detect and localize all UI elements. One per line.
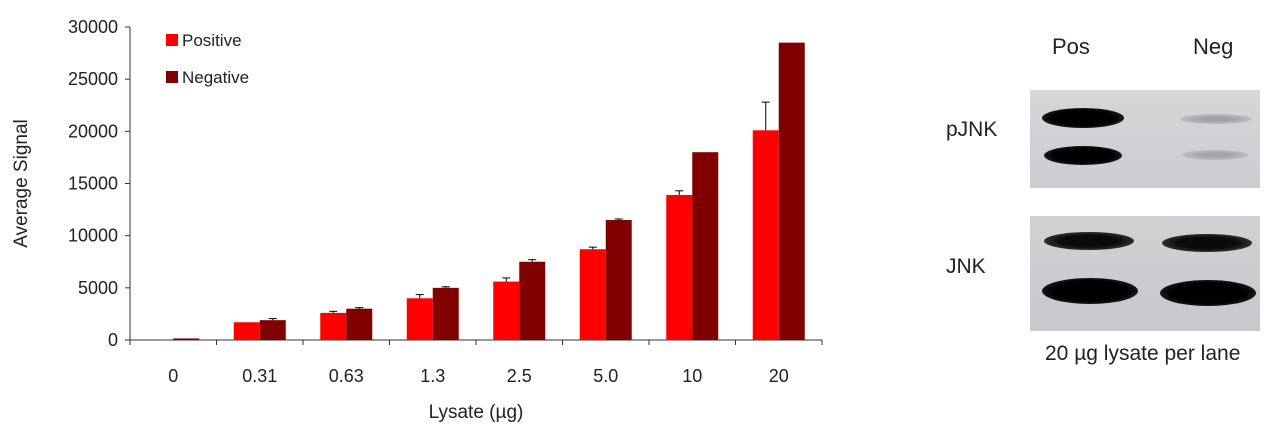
y-axis-title: Average Signal — [11, 119, 32, 248]
y-tick-label: 15000 — [68, 174, 118, 194]
blot-band — [1042, 108, 1124, 128]
bar — [778, 42, 805, 341]
bar — [173, 338, 200, 340]
western-blot: Pos Neg pJNK JNK 20 µg lysate per lane — [900, 0, 1268, 426]
blot-band — [1044, 232, 1134, 250]
lane-header-neg: Neg — [1193, 34, 1234, 59]
x-tick-label: 0.31 — [242, 366, 277, 386]
y-tick-label: 0 — [108, 330, 118, 350]
bar — [346, 308, 373, 340]
bar — [605, 220, 632, 340]
y-tick-label: 5000 — [78, 278, 118, 298]
blot-band — [1160, 280, 1256, 306]
legend-swatch — [166, 71, 178, 83]
blot-panel-pjnk — [1030, 90, 1260, 188]
x-tick-label: 0 — [168, 366, 178, 386]
y-tick-label: 10000 — [68, 226, 118, 246]
bar — [519, 261, 546, 340]
blot-band — [1042, 278, 1138, 304]
y-tick-label: 25000 — [68, 69, 118, 89]
x-tick-label: 2.5 — [507, 366, 532, 386]
legend-label: Negative — [182, 68, 249, 87]
lane-header-pos: Pos — [1052, 34, 1090, 59]
bar — [692, 152, 719, 340]
bar — [432, 287, 459, 340]
blot-panel-jnk — [1030, 216, 1260, 331]
bar — [579, 249, 606, 340]
legend-label: Positive — [182, 31, 242, 50]
blot-caption: 20 µg lysate per lane — [1045, 342, 1241, 365]
x-tick-label: 1.3 — [420, 366, 445, 386]
bar — [406, 298, 433, 340]
y-tick-label: 20000 — [68, 121, 118, 141]
blot-band — [1044, 146, 1122, 165]
blot-band — [1182, 150, 1248, 160]
x-tick-label: 5.0 — [593, 366, 618, 386]
x-tick-label: 0.63 — [329, 366, 364, 386]
bar — [752, 130, 779, 340]
blot-band — [1162, 234, 1252, 252]
bar — [233, 322, 260, 340]
blot-band — [1180, 114, 1252, 124]
x-tick-label: 10 — [682, 366, 702, 386]
bar — [320, 312, 347, 340]
bar-chart: 0 5000 10000 15000 20000 25000 30000 0 0.31 0.63 1… — [11, 17, 823, 423]
x-axis-title: Lysate (µg) — [429, 402, 524, 423]
bar — [259, 320, 286, 340]
bar — [666, 194, 693, 340]
x-tick-label: 20 — [769, 366, 789, 386]
y-tick-label: 30000 — [68, 17, 118, 37]
legend-swatch — [166, 34, 178, 46]
bar — [493, 281, 520, 340]
row-label-jnk: JNK — [946, 255, 986, 278]
row-label-pjnk: pJNK — [946, 118, 998, 141]
